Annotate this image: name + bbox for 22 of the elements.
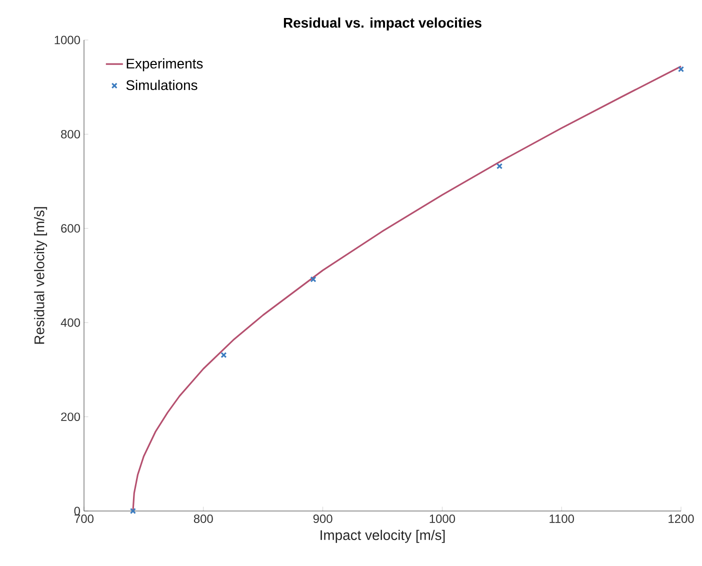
x-tick-label: 900 bbox=[313, 514, 332, 523]
y-tick-label: 800 bbox=[61, 130, 80, 138]
y-tick-label: 0 bbox=[74, 506, 80, 516]
y-tick-label: 600 bbox=[61, 224, 80, 233]
point bbox=[678, 66, 684, 72]
y-tick-label: 400 bbox=[60, 318, 80, 327]
x-axis-title: Impact velocity [m/s] bbox=[320, 530, 445, 543]
x-tick-label: 700 bbox=[74, 514, 94, 523]
x-tick-label: 1200 bbox=[668, 514, 694, 523]
y-tick-label: 200 bbox=[61, 412, 80, 422]
y-axis-title: Residual velocity [m/s] bbox=[34, 207, 48, 344]
point bbox=[310, 276, 316, 282]
point bbox=[130, 508, 136, 514]
point bbox=[496, 163, 503, 170]
point bbox=[220, 352, 227, 358]
y-tick-label: 1000 bbox=[54, 36, 80, 44]
x-tick-label: 1100 bbox=[550, 514, 574, 523]
x-tick-label: 1000 bbox=[430, 514, 456, 523]
legend-label: Simulations bbox=[126, 80, 198, 90]
x-tick-label: 800 bbox=[194, 514, 213, 523]
chart-title: Residual vs. impact velocities bbox=[284, 17, 482, 30]
legend-label: Experiments bbox=[126, 58, 203, 72]
